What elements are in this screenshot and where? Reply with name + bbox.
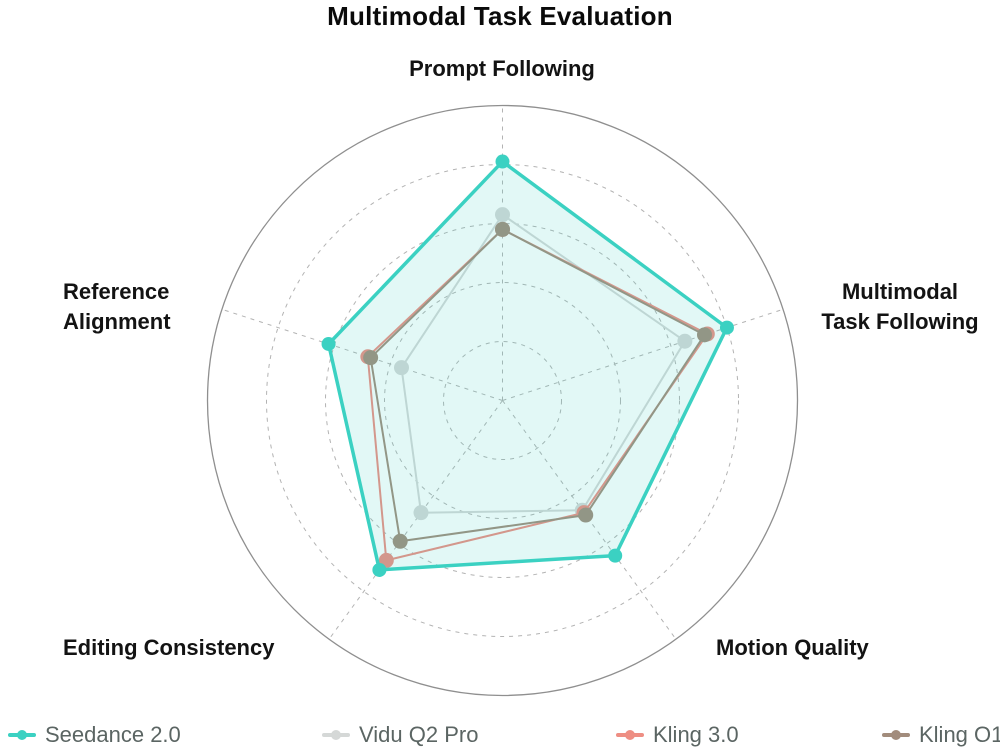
- axis-label-reference-alignment: Reference Alignment: [63, 277, 171, 337]
- legend-marker-icon: [322, 729, 350, 741]
- axis-label-line: Editing Consistency: [63, 635, 275, 660]
- legend-marker-icon: [882, 729, 910, 741]
- axis-label-editing-consistency: Editing Consistency: [63, 633, 274, 663]
- axis-label-line: Motion Quality: [716, 635, 869, 660]
- legend-label: Seedance 2.0: [45, 722, 181, 747]
- axis-label-line: Alignment: [63, 309, 171, 334]
- chart-title: Multimodal Task Evaluation: [327, 1, 673, 31]
- legend-marker-icon: [616, 729, 644, 741]
- axis-label-line: Task Following: [821, 309, 979, 334]
- chart-legend: Seedance 2.0 Vidu Q2 Pro Kling 3.0 Kling…: [0, 720, 1000, 753]
- legend-label: Vidu Q2 Pro: [359, 722, 479, 747]
- legend-marker-icon: [8, 729, 36, 741]
- legend-label: Kling 3.0: [653, 722, 739, 747]
- axis-label-line: Reference: [63, 279, 170, 304]
- legend-label: Kling O1: [919, 722, 1000, 747]
- axis-label-line: Prompt Following: [409, 56, 595, 81]
- legend-item-seedance-2-0[interactable]: Seedance 2.0: [8, 720, 181, 750]
- legend-item-kling-3-0[interactable]: Kling 3.0: [616, 720, 739, 750]
- legend-item-vidu-q2-pro[interactable]: Vidu Q2 Pro: [322, 720, 478, 750]
- axis-label-prompt-following: Prompt Following: [352, 54, 652, 84]
- axis-label-multimodal-task-following: Multimodal Task Following: [800, 277, 1000, 337]
- axis-label-motion-quality: Motion Quality: [716, 633, 869, 663]
- axis-label-line: Multimodal: [841, 279, 959, 304]
- legend-item-kling-o1[interactable]: Kling O1: [882, 720, 1000, 750]
